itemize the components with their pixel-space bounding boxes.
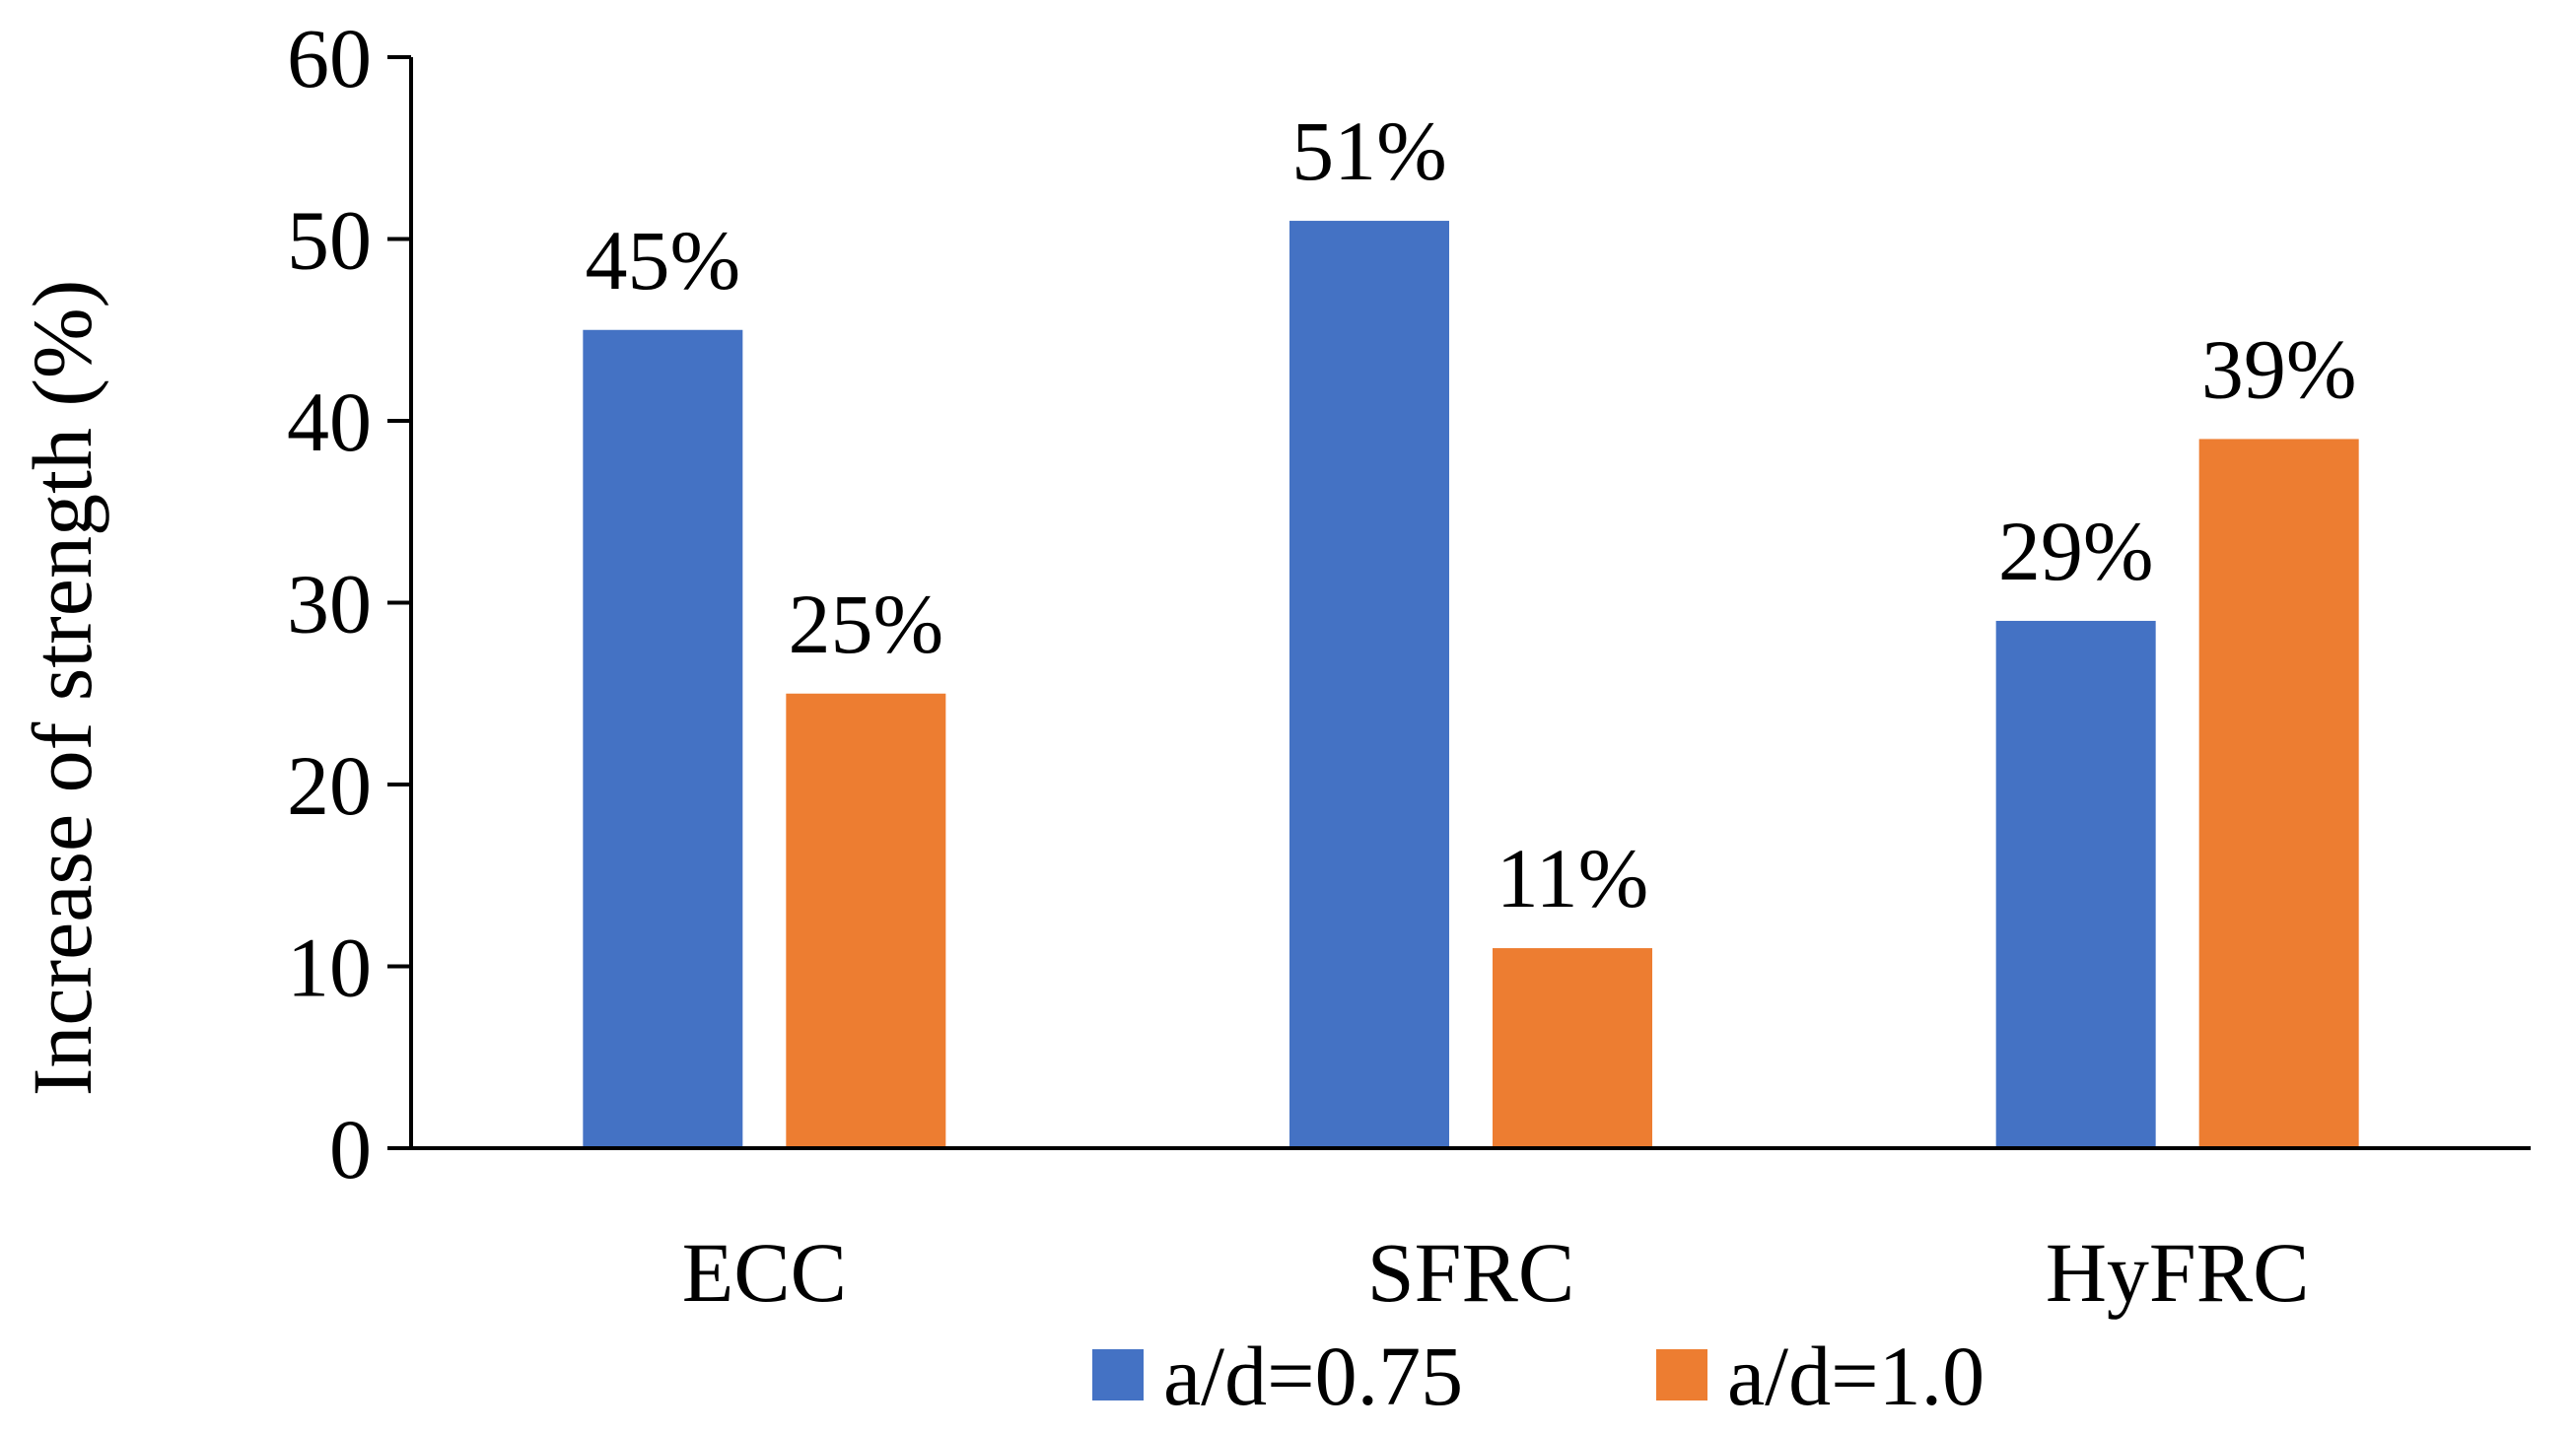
legend-swatch <box>1092 1349 1144 1400</box>
y-axis-ticks: 0 10 20 30 40 50 60 <box>287 11 411 1196</box>
category-labels-group: ECC SFRC HyFRC <box>682 1225 2310 1320</box>
bar-hyfrc-series-1 <box>1995 620 2156 1148</box>
axes-group <box>387 57 2531 1150</box>
bar-ecc-series-1 <box>583 329 743 1148</box>
data-labels-group: 45% 25% 51% 11% 29% 39% <box>586 103 2357 925</box>
bars-group <box>583 221 2359 1149</box>
y-axis-title: Increase of strength (%) <box>15 280 109 1097</box>
data-label: 25% <box>789 577 944 671</box>
x-category-label: ECC <box>682 1225 847 1320</box>
data-label: 29% <box>1998 504 2154 598</box>
legend-label: a/d=0.75 <box>1163 1329 1463 1423</box>
data-label: 51% <box>1291 103 1447 198</box>
y-tick-label: 0 <box>329 1102 372 1196</box>
bar-sfrc-series-2 <box>1493 948 1652 1148</box>
y-tick-label: 60 <box>287 11 372 105</box>
bar-hyfrc-series-2 <box>2198 439 2359 1148</box>
y-tick-label: 40 <box>287 375 372 469</box>
legend-label: a/d=1.0 <box>1727 1329 1984 1423</box>
y-tick-label: 50 <box>287 193 372 288</box>
bar-ecc-series-2 <box>786 693 946 1148</box>
legend-swatch <box>1656 1349 1707 1400</box>
y-tick-label: 30 <box>287 557 372 651</box>
x-category-label: HyFRC <box>2046 1225 2310 1320</box>
y-tick-label: 20 <box>287 738 372 833</box>
legend: a/d=0.75 a/d=1.0 <box>1092 1329 1984 1423</box>
data-label: 45% <box>586 213 741 307</box>
bar-sfrc-series-1 <box>1289 221 1449 1149</box>
y-tick-label: 10 <box>287 921 372 1015</box>
data-label: 11% <box>1497 831 1648 925</box>
x-category-label: SFRC <box>1367 1225 1574 1320</box>
data-label: 39% <box>2201 321 2357 416</box>
